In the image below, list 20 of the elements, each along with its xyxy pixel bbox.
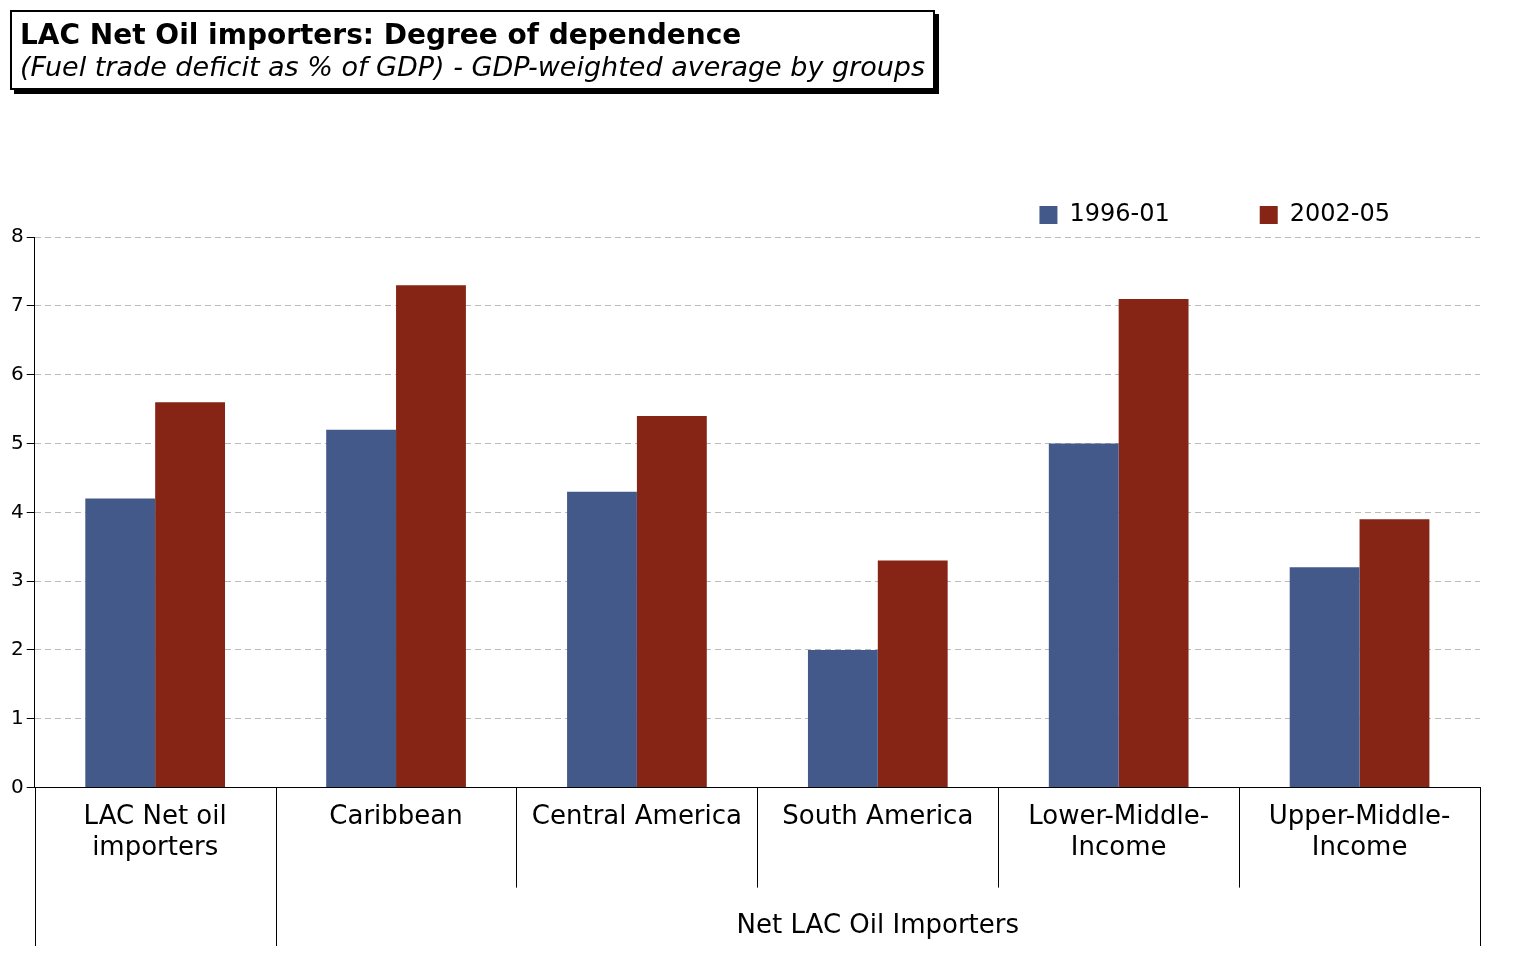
y-tick-label: 2 <box>10 636 24 661</box>
y-tick-label: 6 <box>10 360 24 385</box>
chart-subtitle: (Fuel trade deficit as % of GDP) - GDP-weighted average by groups <box>20 51 926 82</box>
x-tick-label: Caribbean <box>329 799 463 830</box>
y-tick-label: 8 <box>10 223 24 248</box>
x-tick-label: South America <box>782 799 974 830</box>
legend-label: 1996-01 <box>1069 199 1170 228</box>
y-tick-label: 0 <box>10 773 24 798</box>
y-tick-label: 4 <box>10 498 24 523</box>
y-tick-label: 1 <box>10 704 24 729</box>
x-tick-label: Upper-Middle-Income <box>1268 799 1451 862</box>
x-tick-label: Lower-Middle-Income <box>1028 799 1210 862</box>
y-tick-label: 5 <box>10 429 24 454</box>
chart-title: LAC Net Oil importers: Degree of dependence <box>20 18 743 51</box>
x-tick-label: LAC Net oil importers <box>83 799 227 862</box>
x-tick-label: Central America <box>531 799 743 830</box>
y-tick-label: 7 <box>10 292 24 317</box>
legend-label: 2002-05 <box>1289 199 1390 228</box>
text: Net LAC Oil Importers <box>736 908 1020 939</box>
y-tick-label: 3 <box>10 567 24 592</box>
